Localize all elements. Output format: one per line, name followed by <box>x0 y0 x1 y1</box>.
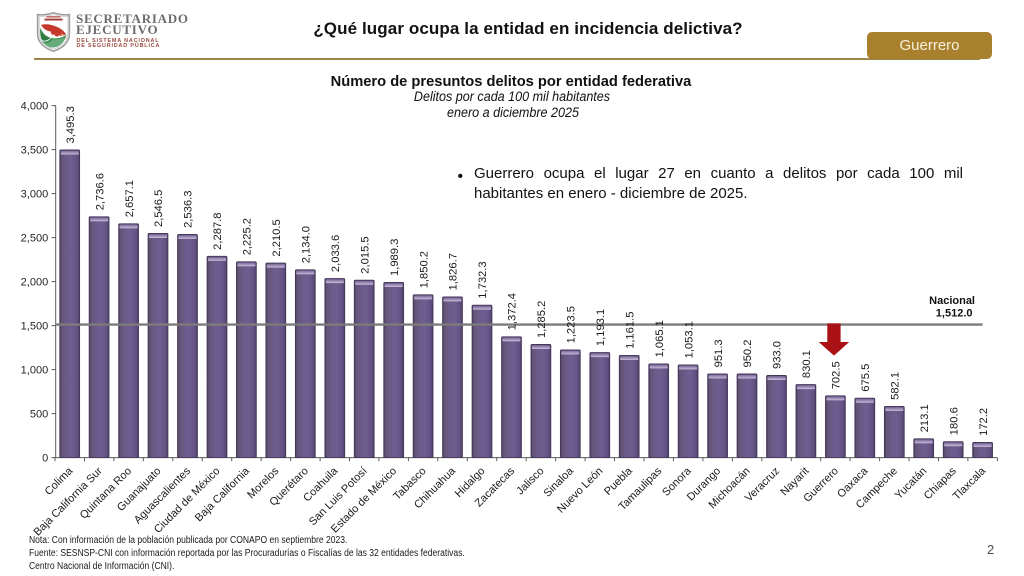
svg-text:1,223.5: 1,223.5 <box>566 306 578 343</box>
svg-text:1,732.3: 1,732.3 <box>477 261 489 298</box>
svg-text:2,225.2: 2,225.2 <box>242 218 254 255</box>
svg-text:2,546.5: 2,546.5 <box>153 190 165 227</box>
svg-text:0: 0 <box>42 453 48 465</box>
svg-text:500: 500 <box>30 409 48 421</box>
svg-text:1,193.1: 1,193.1 <box>595 309 607 346</box>
svg-text:3,500: 3,500 <box>21 145 49 157</box>
svg-text:2,015.5: 2,015.5 <box>359 236 371 273</box>
svg-text:950.2: 950.2 <box>742 340 754 368</box>
svg-text:1,065.1: 1,065.1 <box>654 320 666 357</box>
svg-text:1,826.7: 1,826.7 <box>448 253 460 290</box>
svg-text:830.1: 830.1 <box>801 350 813 378</box>
svg-text:213.1: 213.1 <box>919 404 931 432</box>
svg-text:1,053.1: 1,053.1 <box>683 321 695 358</box>
svg-text:2,033.6: 2,033.6 <box>330 235 342 272</box>
svg-text:Tlaxcala: Tlaxcala <box>951 465 989 503</box>
svg-text:1,285.2: 1,285.2 <box>536 301 548 338</box>
svg-text:4,000: 4,000 <box>21 101 49 113</box>
svg-text:1,850.2: 1,850.2 <box>418 251 430 288</box>
svg-text:675.5: 675.5 <box>860 364 872 392</box>
svg-text:3,000: 3,000 <box>21 189 49 201</box>
svg-text:1,989.3: 1,989.3 <box>389 239 401 276</box>
svg-text:1,372.4: 1,372.4 <box>507 293 519 330</box>
svg-text:2,500: 2,500 <box>21 233 49 245</box>
svg-text:2,287.8: 2,287.8 <box>212 212 224 249</box>
svg-text:2,210.5: 2,210.5 <box>271 219 283 256</box>
svg-text:2,536.3: 2,536.3 <box>183 191 195 228</box>
svg-text:2,000: 2,000 <box>21 277 49 289</box>
svg-text:1,500: 1,500 <box>21 321 49 333</box>
svg-text:Nacional: Nacional <box>929 295 975 307</box>
svg-text:172.2: 172.2 <box>978 408 990 436</box>
svg-text:582.1: 582.1 <box>890 372 902 400</box>
svg-text:1,161.5: 1,161.5 <box>624 312 636 349</box>
svg-text:2,736.6: 2,736.6 <box>94 173 106 210</box>
svg-text:951.3: 951.3 <box>713 339 725 367</box>
svg-text:2,134.0: 2,134.0 <box>301 226 313 263</box>
svg-text:2,657.1: 2,657.1 <box>124 180 136 217</box>
svg-text:1,000: 1,000 <box>21 365 49 377</box>
svg-text:1,512.0: 1,512.0 <box>936 308 973 320</box>
svg-text:3,495.3: 3,495.3 <box>65 106 77 143</box>
svg-text:Baja California: Baja California <box>193 465 253 525</box>
svg-text:180.6: 180.6 <box>948 407 960 435</box>
svg-text:933.0: 933.0 <box>772 341 784 369</box>
svg-text:702.5: 702.5 <box>831 361 843 389</box>
